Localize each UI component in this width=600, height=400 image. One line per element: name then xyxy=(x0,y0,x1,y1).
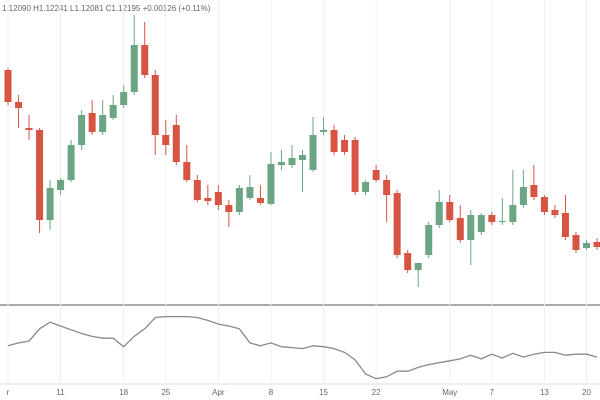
candle-body xyxy=(183,162,191,180)
candle-body xyxy=(78,115,86,145)
candle-body xyxy=(467,215,475,240)
x-tick-label: 11 xyxy=(56,388,65,397)
candle-body xyxy=(404,253,412,270)
candle-body xyxy=(498,221,506,222)
x-tick-label: 20 xyxy=(582,388,591,397)
x-tick-label: 25 xyxy=(161,388,170,397)
candle-body xyxy=(362,182,370,192)
candle-body xyxy=(509,205,517,222)
candle-body xyxy=(235,188,243,212)
candle-body xyxy=(561,213,569,237)
candle-body xyxy=(435,202,443,225)
candle-body xyxy=(540,197,548,212)
candle-body xyxy=(67,145,75,180)
candle-body xyxy=(351,140,359,192)
x-tick-label: 8 xyxy=(269,388,274,397)
candle-body xyxy=(330,130,338,152)
x-tick-label: 15 xyxy=(319,388,328,397)
candle-body xyxy=(488,215,496,222)
candle-body xyxy=(530,185,538,197)
candle-body xyxy=(288,158,296,165)
candle-body xyxy=(25,128,33,130)
candle-body xyxy=(214,192,222,205)
candle-body xyxy=(225,205,233,212)
candle-body xyxy=(204,198,212,201)
candle-body xyxy=(46,188,54,220)
candle-body xyxy=(551,210,559,215)
ohlc-header: 1.12090 H1.12241 L1.12081 C1.12195 +0.00… xyxy=(2,4,211,13)
candle-body xyxy=(277,162,285,165)
x-tick-label: 7 xyxy=(490,388,495,397)
candle-body xyxy=(341,140,349,152)
candle-body xyxy=(456,218,464,240)
candle-body xyxy=(519,187,527,205)
candle-body xyxy=(299,155,306,160)
candle-body xyxy=(109,105,117,118)
candle-body xyxy=(267,164,275,204)
indicator-line xyxy=(7,315,598,380)
x-tick-label: Apr xyxy=(212,388,225,397)
candle-body xyxy=(477,215,485,232)
candle-body xyxy=(15,102,23,108)
candle-body xyxy=(393,193,401,255)
x-tick-label: 22 xyxy=(372,388,381,397)
candle-body xyxy=(130,45,138,92)
candle-body xyxy=(141,45,149,75)
candle-body xyxy=(414,263,422,270)
x-tick-label: r xyxy=(7,388,10,397)
plot: r 11 18 25 Apr 8 15 22 May 7 13 20 xyxy=(4,0,600,397)
candle-body xyxy=(446,202,454,220)
candle-body xyxy=(120,92,128,105)
x-tick-label: 13 xyxy=(540,388,549,397)
candle-body xyxy=(309,135,317,170)
candle-body xyxy=(57,180,65,190)
candle-body xyxy=(99,115,107,132)
candle-body xyxy=(256,198,264,203)
candle-body xyxy=(372,170,380,180)
candle-body xyxy=(246,187,254,198)
candle-body xyxy=(582,243,590,248)
x-tick-label: 18 xyxy=(119,388,128,397)
candle-body xyxy=(162,135,170,145)
candle-body xyxy=(4,70,12,102)
candle-body xyxy=(36,130,44,220)
candle-body xyxy=(425,225,433,255)
candle-body xyxy=(320,130,328,132)
candle-body xyxy=(572,235,580,250)
candle-body xyxy=(172,125,180,162)
x-tick-label: May xyxy=(442,388,457,397)
candle-body xyxy=(88,113,96,132)
candle-body xyxy=(593,242,600,247)
candle-body xyxy=(383,180,391,195)
candle-body xyxy=(151,75,159,135)
candle-body xyxy=(193,180,201,200)
